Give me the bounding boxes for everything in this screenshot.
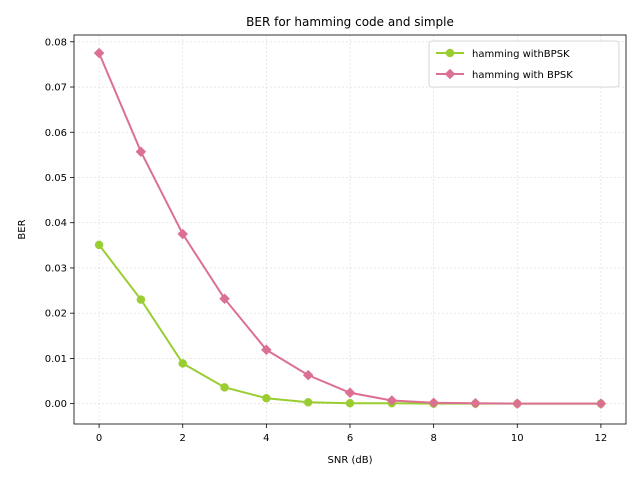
data-point xyxy=(262,393,271,403)
legend-item: hamming withBPSK xyxy=(436,48,570,60)
legend-marker xyxy=(444,68,456,80)
series-2 xyxy=(93,47,607,409)
y-tick-label: 0.07 xyxy=(45,83,67,94)
legend-label: hamming withBPSK xyxy=(472,49,570,60)
data-point xyxy=(386,395,398,406)
legend: hamming withBPSK hamming with BPSK xyxy=(428,40,620,88)
data-point xyxy=(302,369,314,381)
x-tick-label: 0 xyxy=(96,433,102,444)
y-tick-label: 0.03 xyxy=(45,263,67,274)
axis-ticks: 0 2 4 6 8 10 12 0.00 0.01 0.02 0.03 0.04 0.05 0.06 0.0… xyxy=(45,37,608,444)
y-tick-label: 0.00 xyxy=(45,399,67,410)
y-tick-label: 0.02 xyxy=(45,309,67,320)
data-point xyxy=(93,47,105,59)
data-point xyxy=(303,398,313,407)
x-tick-label: 8 xyxy=(430,433,436,444)
data-point xyxy=(136,295,146,304)
legend-box xyxy=(428,40,620,88)
y-tick-label: 0.05 xyxy=(45,173,67,184)
data-point xyxy=(219,293,230,305)
y-tick-label: 0.08 xyxy=(45,37,67,48)
y-tick-label: 0.01 xyxy=(45,354,67,365)
y-axis-label: BER xyxy=(17,219,28,239)
x-axis-label: SNR (dB) xyxy=(328,455,373,466)
legend-item: hamming with BPSK xyxy=(436,68,573,81)
data-point xyxy=(261,344,272,356)
data-point xyxy=(345,398,355,408)
legend-marker xyxy=(445,48,455,58)
data-point xyxy=(135,146,147,158)
x-tick-label: 12 xyxy=(595,433,608,444)
chart-title: BER for hamming code and simple xyxy=(246,15,454,29)
data-point xyxy=(178,359,187,368)
data-point xyxy=(177,228,189,240)
series-line xyxy=(98,52,601,405)
data-point xyxy=(344,387,356,399)
data-point xyxy=(511,398,523,409)
data-point xyxy=(220,383,229,392)
data-point xyxy=(94,240,104,250)
x-tick-label: 6 xyxy=(347,433,353,444)
x-tick-label: 10 xyxy=(511,433,524,444)
data-point xyxy=(428,397,439,409)
x-tick-label: 2 xyxy=(180,433,186,444)
data-point xyxy=(470,397,481,409)
y-tick-label: 0.06 xyxy=(45,128,67,139)
legend-label: hamming with BPSK xyxy=(472,70,573,81)
y-tick-label: 0.04 xyxy=(45,218,67,229)
x-tick-label: 4 xyxy=(263,433,269,444)
series-layer xyxy=(93,47,607,409)
data-point xyxy=(595,398,607,409)
